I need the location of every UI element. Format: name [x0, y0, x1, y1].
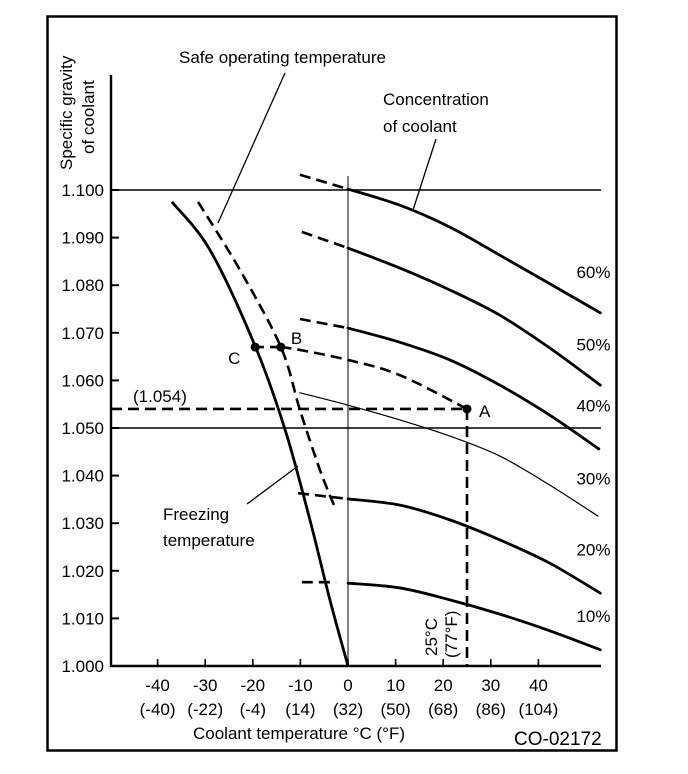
marker-label-c: C — [228, 349, 240, 368]
x-tick-label-f: (32) — [333, 700, 363, 719]
curve-label-60pct: 60% — [576, 263, 610, 282]
freezing-label-line-2: temperature — [163, 531, 255, 550]
marker-label-b: B — [291, 329, 302, 348]
y-tick-label: 1.010 — [61, 609, 104, 628]
y-tick-label: 1.000 — [61, 657, 104, 676]
y-axis-title-line-2: of coolant — [79, 80, 98, 154]
curve-20pct — [346, 497, 602, 595]
safe-operating-leader-line — [217, 72, 286, 224]
tick-labels: 1.000 1.010 1.020 1.030 1.040 1.050 1.060 1.070… — [61, 181, 558, 719]
x-tick-label-c: -40 — [145, 676, 170, 695]
y-axis-title-line-1: Specific gravity — [57, 55, 76, 170]
x-tick-label-f: (-22) — [187, 700, 223, 719]
freezing-label-line-1: Freezing — [163, 505, 229, 524]
curve-label-20pct: 20% — [576, 541, 610, 560]
x-tick-label-f: (86) — [476, 700, 506, 719]
x-axis-title: Coolant temperature °C (°F) — [193, 724, 405, 743]
y-tick-label: 1.030 — [61, 514, 104, 533]
temperature-curves — [170, 201, 350, 667]
curve-label-10pct: 10% — [576, 607, 610, 626]
x-tick-label-f: (68) — [428, 700, 458, 719]
x-tick-label-f: (-4) — [240, 700, 266, 719]
axes — [109, 75, 601, 668]
concentration-leader-line — [412, 138, 437, 211]
curve-40pct — [346, 326, 601, 451]
y-tick-label: 1.100 — [61, 181, 104, 200]
y-tick-label: 1.080 — [61, 276, 104, 295]
safe-operating-temperature-label: Safe operating temperature — [179, 48, 386, 67]
marker-label-a: A — [479, 402, 491, 421]
x-tick-label-c: 20 — [434, 676, 453, 695]
x-tick-label-c: -20 — [241, 676, 266, 695]
marker-point-c — [250, 342, 260, 352]
example-markers: A B C — [111, 329, 491, 666]
marker-point-b — [276, 342, 286, 352]
marker-point-a — [462, 404, 472, 414]
freezing-leader-line — [246, 465, 299, 505]
curve-10pct — [346, 581, 602, 652]
curve-30pct — [299, 392, 599, 517]
x-tick-label-f: (14) — [285, 700, 315, 719]
curve-50pct-dashed — [301, 230, 349, 250]
temp-guide-label-c: 25°C — [422, 618, 441, 656]
x-tick-label-f: (-40) — [140, 700, 176, 719]
x-tick-label-c: 40 — [529, 676, 548, 695]
safe-operating-temperature-curve — [196, 201, 337, 509]
concentration-curves: 60% 50% 40% 30% 20% 10% — [297, 173, 611, 652]
concentration-label-line-1: Concentration — [383, 90, 489, 109]
x-tick-label-c: -10 — [288, 676, 313, 695]
y-tick-label: 1.090 — [61, 229, 104, 248]
curve-60pct-dashed — [299, 173, 349, 191]
concentration-label-line-2: of coolant — [383, 117, 457, 136]
a-to-b-path — [280, 345, 468, 411]
reference-lines — [111, 176, 601, 666]
curve-label-50pct: 50% — [576, 335, 610, 354]
figure-id: CO-02172 — [514, 729, 602, 750]
y-tick-label: 1.070 — [61, 324, 104, 343]
curve-60pct — [346, 187, 602, 315]
y-tick-label: 1.020 — [61, 562, 104, 581]
y-tick-label: 1.040 — [61, 467, 104, 486]
curve-label-30pct: 30% — [576, 470, 610, 489]
temp-guide-label-f: (77°F) — [442, 611, 461, 658]
sg-guide-label: (1.054) — [133, 387, 187, 406]
x-tick-label-c: -30 — [193, 676, 218, 695]
temp-guide-label: 25°C (77°F) — [422, 611, 461, 658]
curve-label-40pct: 40% — [576, 396, 610, 415]
x-tick-label-f: (104) — [519, 700, 559, 719]
y-tick-label: 1.050 — [61, 419, 104, 438]
curve-40pct-dashed — [299, 317, 349, 330]
freezing-temperature-curve — [170, 201, 350, 667]
x-tick-label-c: 0 — [343, 676, 352, 695]
curve-20pct-dashed — [297, 491, 349, 501]
x-tick-label-f: (50) — [380, 700, 410, 719]
x-tick-label-c: 10 — [386, 676, 405, 695]
curve-50pct — [346, 246, 602, 387]
y-axis-title: Specific gravity of coolant — [57, 55, 98, 170]
figure-frame — [46, 15, 618, 752]
x-tick-label-c: 30 — [481, 676, 500, 695]
y-tick-label: 1.060 — [61, 371, 104, 390]
